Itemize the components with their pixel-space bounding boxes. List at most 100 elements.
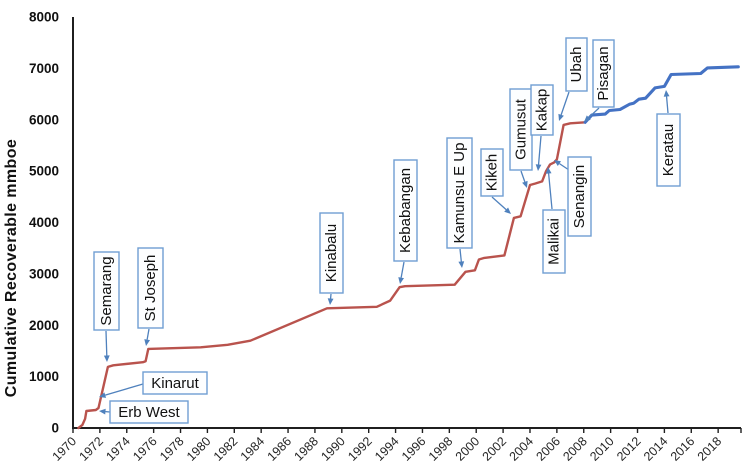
x-tick-label: 2002 xyxy=(480,434,510,464)
annotation-label: Semarang xyxy=(98,256,115,325)
annotation-st-joseph: St Joseph xyxy=(137,247,164,346)
y-tick-label: 4000 xyxy=(29,215,59,230)
annotation-label: St Joseph xyxy=(142,255,159,322)
y-tick-label: 5000 xyxy=(29,164,59,179)
annotation-arrowhead-icon xyxy=(458,261,465,268)
annotation-arrow-line xyxy=(547,173,553,210)
x-tick-label: 2012 xyxy=(614,434,644,464)
y-tick-label: 1000 xyxy=(29,369,59,384)
annotation-kinarut: Kinarut xyxy=(99,371,208,398)
annotation-arrowhead-icon xyxy=(554,160,561,166)
annotation-arrowhead-icon xyxy=(103,355,110,362)
x-tick-label: 1994 xyxy=(372,434,402,464)
annotation-arrow-line xyxy=(146,328,150,340)
annotation-arrow-line xyxy=(665,96,669,114)
annotation-label: Kinarut xyxy=(151,375,199,392)
x-tick-label: 2000 xyxy=(453,434,483,464)
annotation-box xyxy=(592,39,615,108)
annotation-label: Kebabangan xyxy=(397,168,414,253)
annotation-box xyxy=(137,247,164,329)
annotation-arrow-line xyxy=(400,261,405,278)
annotation-arrow-line xyxy=(520,170,526,183)
annotation-semarang: Semarang xyxy=(93,251,120,362)
y-tick-label: 8000 xyxy=(29,10,59,25)
annotation-arrowhead-icon xyxy=(558,113,564,121)
x-tick-label: 1996 xyxy=(399,434,429,464)
x-tick-label: 1984 xyxy=(238,434,268,464)
x-tick-label: 1970 xyxy=(50,434,80,464)
y-tick-label: 2000 xyxy=(29,318,59,333)
annotation-erb-west: Erb West xyxy=(99,400,189,424)
x-tick-label: 2004 xyxy=(507,434,537,464)
annotation-arrowhead-icon xyxy=(99,392,107,398)
annotation-kebabangan: Kebabangan xyxy=(393,159,418,284)
x-tick-label: 1990 xyxy=(318,434,348,464)
annotation-box xyxy=(530,84,554,136)
annotation-pisagan: Pisagan xyxy=(584,39,615,122)
x-tick-label: 2016 xyxy=(668,434,698,464)
annotation-box xyxy=(142,371,208,395)
annotation-label: Senangin xyxy=(571,165,588,228)
x-tick-label: 1986 xyxy=(265,434,295,464)
annotation-arrowhead-icon xyxy=(535,164,542,171)
annotation-box xyxy=(656,113,681,187)
y-tick-label: 3000 xyxy=(29,266,59,281)
annotation-senangin: Senangin xyxy=(554,156,592,237)
annotation-box xyxy=(565,37,588,92)
annotation-label: Kakap xyxy=(534,89,551,132)
x-tick-label: 1972 xyxy=(76,434,106,464)
annotation-box xyxy=(319,212,344,294)
annotation-kamunsu-e-up: Kamunsu E Up xyxy=(446,137,473,268)
annotation-box xyxy=(567,156,592,237)
annotation-label: Kamunsu E Up xyxy=(451,143,468,244)
x-tick-label: 2014 xyxy=(641,434,671,464)
annotation-label: Ubah xyxy=(568,47,585,83)
x-tick-label: 1978 xyxy=(157,434,187,464)
annotation-box xyxy=(109,400,189,424)
y-axis: 0 1000 2000 3000 4000 5000 6000 7000 8000 xyxy=(29,10,59,436)
annotation-ubah: Ubah xyxy=(558,37,588,121)
annotation-arrowhead-icon xyxy=(545,167,552,174)
annotation-keratau: Keratau xyxy=(656,90,681,187)
annotation-arrowhead-icon xyxy=(584,115,591,122)
x-tick-label: 1998 xyxy=(426,434,456,464)
annotation-arrow-line xyxy=(537,135,542,165)
annotation-box xyxy=(542,209,566,274)
x-tick-label: 1976 xyxy=(130,434,160,464)
annotation-box xyxy=(393,159,418,262)
annotation-label: Erb West xyxy=(118,404,180,421)
x-tick-label: 2018 xyxy=(695,434,725,464)
x-tick-label: 2006 xyxy=(533,434,563,464)
series-cumulative-pre-2008 xyxy=(77,121,587,430)
x-tick-label: 2010 xyxy=(587,434,617,464)
annotation-kinabalu: Kinabalu xyxy=(319,212,344,305)
annotation-arrow-line xyxy=(105,383,144,396)
annotation-label: Kikeh xyxy=(484,154,501,192)
x-tick-label: 1974 xyxy=(103,434,133,464)
x-axis: 1970197219741976197819801982198419861988… xyxy=(50,428,742,464)
annotation-arrowhead-icon xyxy=(144,339,150,346)
x-tick-label: 1982 xyxy=(211,434,241,464)
annotation-kikeh: Kikeh xyxy=(480,148,511,214)
x-tick-label: 1980 xyxy=(184,434,214,464)
annotation-arrowhead-icon xyxy=(327,298,334,305)
annotation-box xyxy=(446,137,473,249)
annotation-arrow-line xyxy=(459,248,462,262)
x-tick-label: 1988 xyxy=(291,434,321,464)
annotation-box xyxy=(480,148,504,197)
annotation-arrowhead-icon xyxy=(99,408,106,415)
y-axis-title: Cumulative Recoverable mmboe xyxy=(3,139,20,397)
annotation-box xyxy=(93,251,120,331)
annotation-kakap: Kakap xyxy=(530,84,554,171)
annotation-arrow-line xyxy=(105,330,108,356)
annotation-gumusut: Gumusut xyxy=(509,88,533,188)
annotation-arrow-line xyxy=(588,107,600,119)
y-tick-label: 7000 xyxy=(29,61,59,76)
annotation-label: Pisagan xyxy=(595,46,612,100)
annotation-label: Gumusut xyxy=(513,98,530,160)
y-tick-label: 6000 xyxy=(29,112,59,127)
annotation-malikai: Malikai xyxy=(542,167,566,274)
x-tick-label: 2008 xyxy=(560,434,590,464)
chart-layers: 1970197219741976197819801982198419861988… xyxy=(29,10,742,464)
